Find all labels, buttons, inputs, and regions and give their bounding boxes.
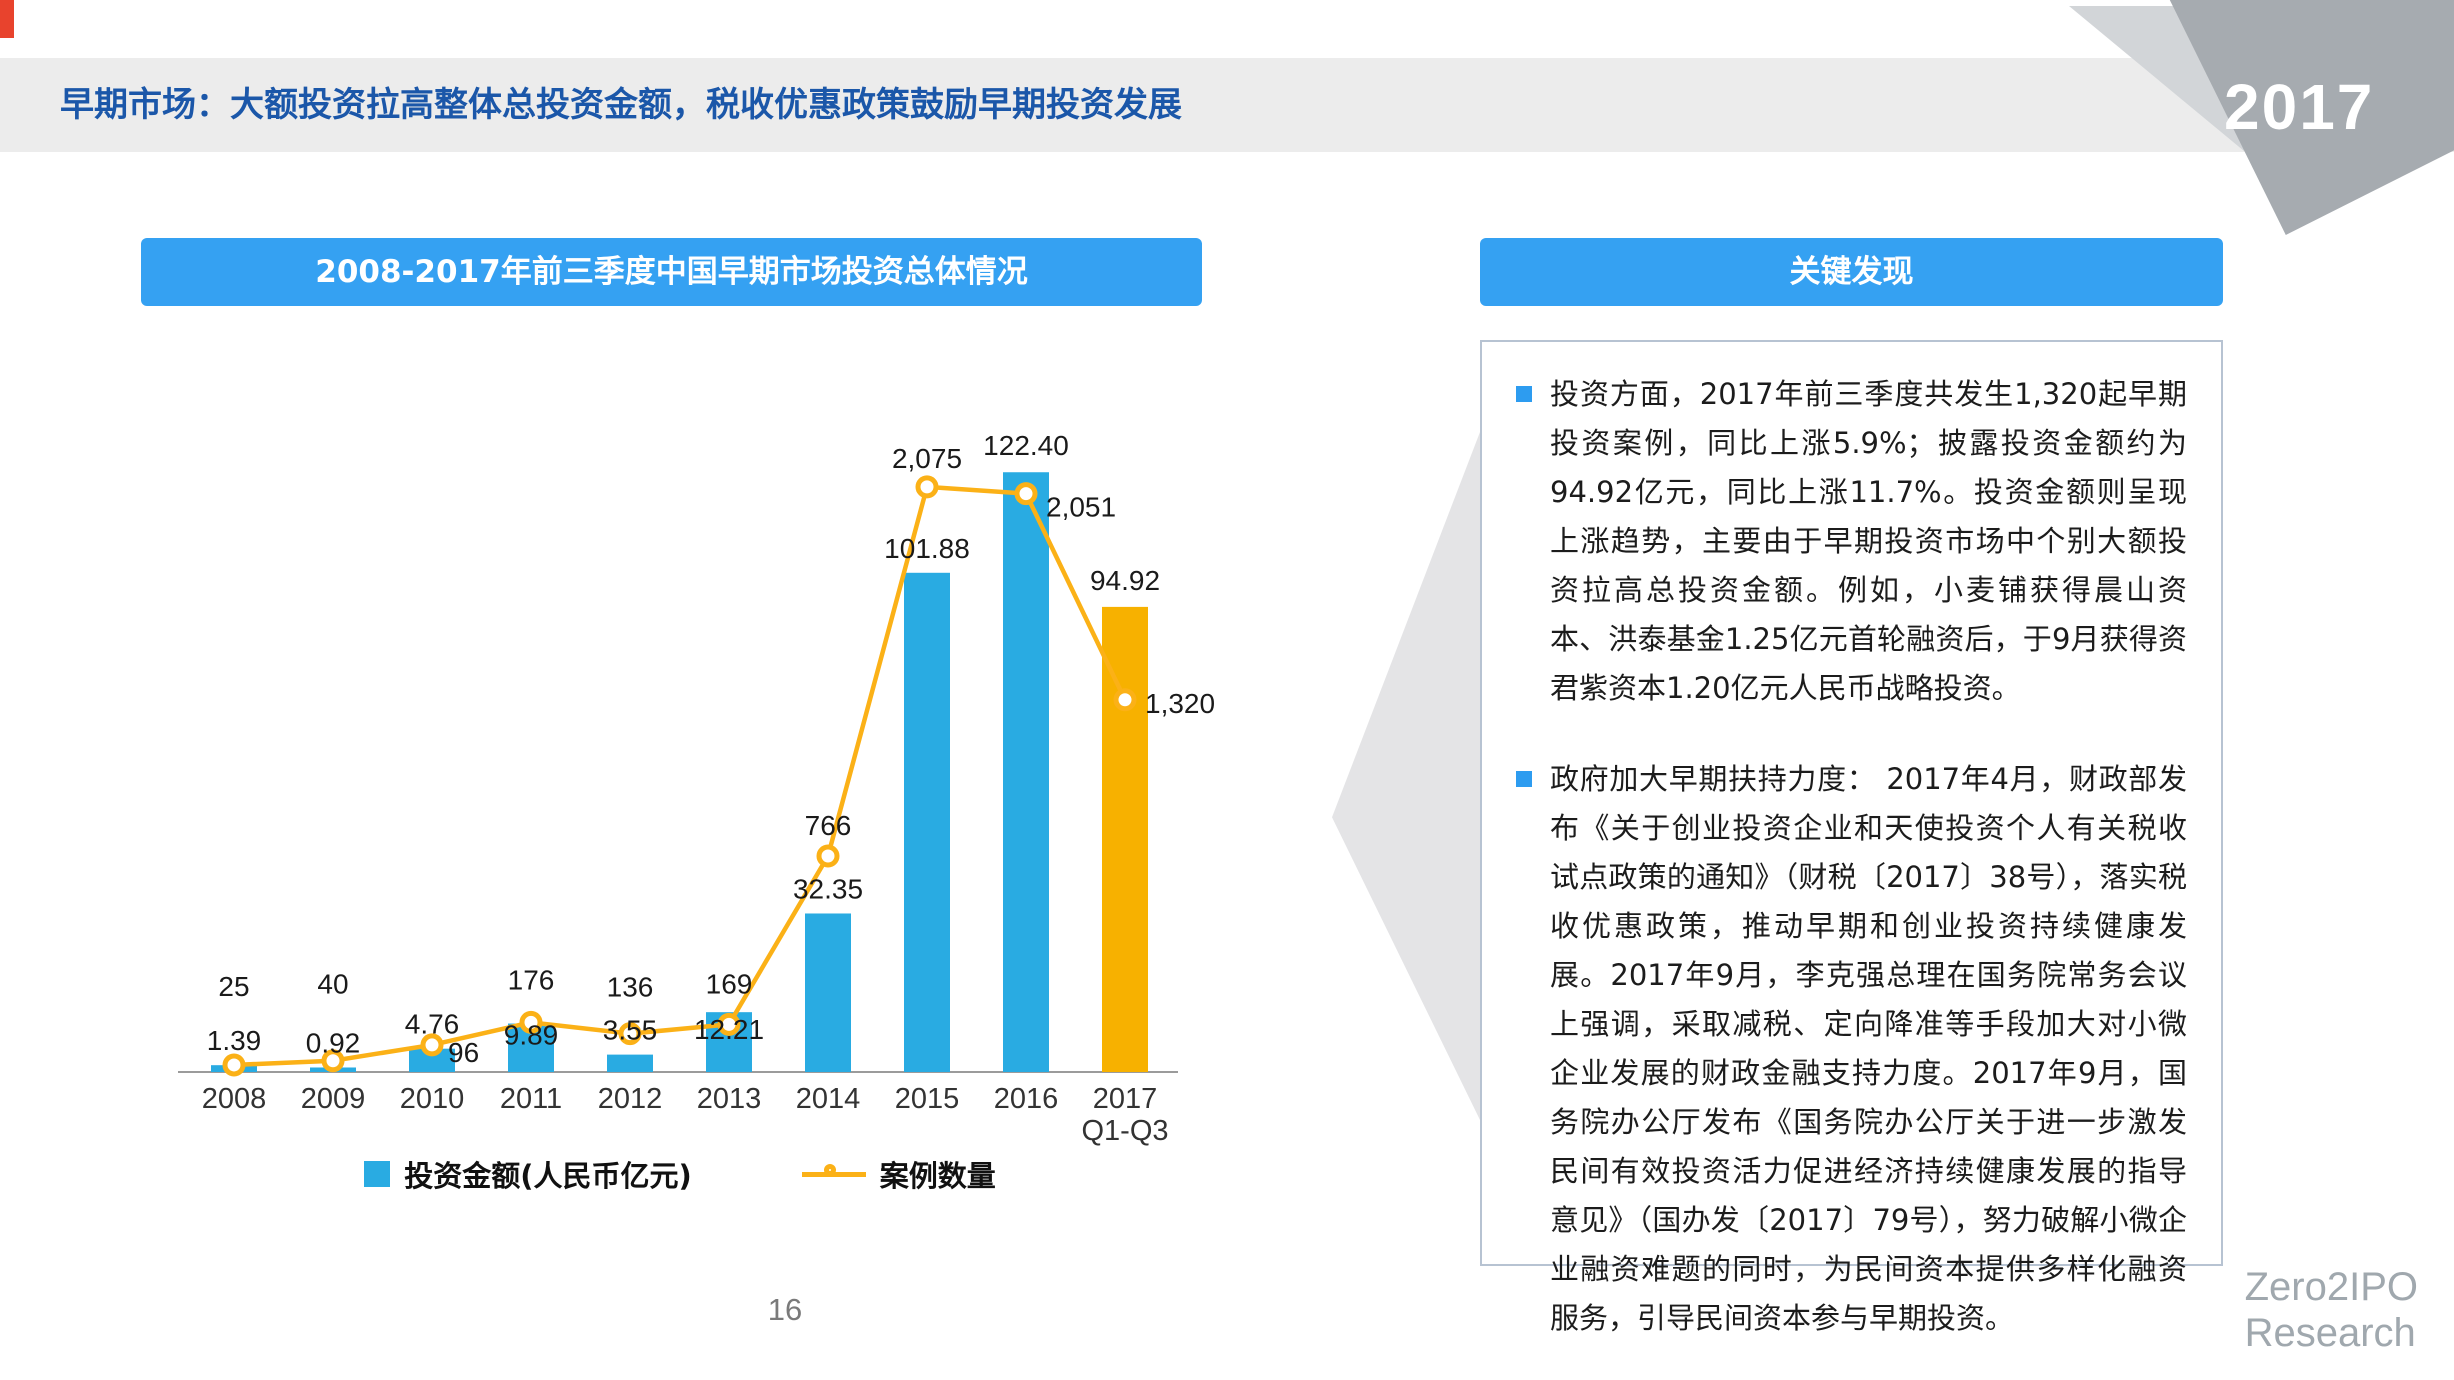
bar-value-label: 32.35 bbox=[793, 873, 863, 904]
case-value-label: 40 bbox=[317, 969, 348, 1000]
case-value-label: 136 bbox=[607, 972, 654, 1003]
zero2ipo-logo: Zero2IPO Research bbox=[2245, 1264, 2418, 1356]
line-marker-icon bbox=[823, 1163, 836, 1176]
logo-line-1: Zero2IPO bbox=[2244, 1265, 2418, 1309]
case-marker-icon bbox=[519, 1010, 543, 1034]
legend-label: 投资金额(人民币亿元) bbox=[404, 1159, 692, 1193]
findings-title-bar: 关键发现 bbox=[1480, 238, 2223, 306]
decorative-arrow-icon bbox=[1332, 432, 1480, 1120]
case-value-label: 766 bbox=[805, 810, 852, 841]
bar-value-label: 101.88 bbox=[884, 533, 970, 564]
bar-value-label: 94.92 bbox=[1090, 565, 1160, 596]
bar-value-label: 9.89 bbox=[504, 1020, 559, 1051]
bar-value-label: 4.76 bbox=[405, 1009, 460, 1040]
case-value-label: 1,320 bbox=[1145, 688, 1215, 719]
chart-legend: 投资金额(人民币亿元) 案例数量 bbox=[120, 1152, 1240, 1196]
key-findings-box: 投资方面，2017年前三季度共发生1,320起早期投资案例，同比上涨5.9%；披… bbox=[1480, 340, 2223, 1335]
case-marker-icon bbox=[420, 1033, 444, 1057]
finding-item: 投资方面，2017年前三季度共发生1,320起早期投资案例，同比上涨5.9%；披… bbox=[1516, 370, 2187, 713]
finding-text: 政府加大早期扶持力度： 2017年4月，财政部发布《关于创业投资企业和天使投资个… bbox=[1550, 762, 2187, 1335]
bar-value-label: 122.40 bbox=[983, 430, 1069, 461]
bullet-square-icon bbox=[1516, 386, 1532, 402]
case-count-line bbox=[233, 484, 1128, 1068]
x-axis-label: 2012 bbox=[598, 1083, 663, 1115]
investment-combo-chart: 1.39 0.92 4.76 9.89 3.55 12.21 32.35 101.88 122.… bbox=[178, 430, 1215, 1147]
x-axis-label: 2010 bbox=[400, 1083, 465, 1115]
legend-item-investment-amount: 投资金额(人民币亿元) bbox=[364, 1153, 692, 1195]
header-bar: 早期市场：大额投资拉高整体总投资金额，税收优惠政策鼓励早期投资发展 bbox=[0, 58, 2454, 152]
legend-item-case-count: 案例数量 bbox=[801, 1153, 996, 1195]
case-value-label: 2,051 bbox=[1046, 492, 1116, 523]
page-title: 早期市场：大额投资拉高整体总投资金额，税收优惠政策鼓励早期投资发展 bbox=[60, 85, 1182, 125]
bullet-square-icon bbox=[1516, 771, 1532, 787]
bar-value-label: 3.55 bbox=[603, 1015, 658, 1046]
case-value-label: 96 bbox=[448, 1037, 479, 1068]
legend-label: 案例数量 bbox=[879, 1159, 996, 1193]
x-axis-label: 2013 bbox=[697, 1083, 762, 1115]
bar-2012 bbox=[607, 1054, 653, 1072]
x-axis-label: 2014 bbox=[796, 1083, 861, 1115]
bar-2010 bbox=[409, 1048, 455, 1072]
page-number: 16 bbox=[767, 1292, 803, 1327]
x-axis-label: 2017 bbox=[1093, 1083, 1158, 1115]
bar-value-label: 12.21 bbox=[694, 1014, 764, 1045]
bar-swatch-icon bbox=[364, 1161, 391, 1187]
bar-2016 bbox=[1003, 472, 1049, 1072]
bar-2017 bbox=[1102, 606, 1148, 1072]
x-axis-label: 2016 bbox=[994, 1083, 1059, 1115]
bar-2015 bbox=[904, 572, 950, 1072]
case-marker-icon bbox=[816, 844, 840, 868]
x-axis-label: 2008 bbox=[202, 1083, 267, 1115]
year-label: 2017 bbox=[2224, 71, 2375, 143]
case-value-label: 25 bbox=[218, 971, 249, 1002]
case-marker-icon bbox=[1113, 688, 1137, 712]
case-value-label: 169 bbox=[706, 968, 753, 999]
bar-value-label: 0.92 bbox=[306, 1027, 361, 1058]
case-marker-icon bbox=[222, 1053, 246, 1077]
x-axis-label: 2011 bbox=[500, 1083, 562, 1115]
corner-red-mark bbox=[0, 0, 14, 38]
case-value-label: 2,075 bbox=[892, 443, 962, 474]
x-axis-label: 2009 bbox=[301, 1083, 366, 1115]
bar-2014 bbox=[805, 913, 851, 1072]
case-marker-icon bbox=[717, 1012, 741, 1036]
x-axis-label: 2015 bbox=[895, 1083, 960, 1115]
finding-text: 投资方面，2017年前三季度共发生1,320起早期投资案例，同比上涨5.9%；披… bbox=[1550, 377, 2187, 705]
line-swatch-icon bbox=[801, 1163, 866, 1177]
case-marker-icon bbox=[915, 475, 939, 499]
case-marker-icon bbox=[1014, 482, 1038, 506]
year-banner: 2017 bbox=[2054, 0, 2454, 235]
case-value-label: 176 bbox=[508, 964, 555, 995]
bar-value-label: 1.39 bbox=[207, 1025, 262, 1056]
chart-title-bar: 2008-2017年前三季度中国早期市场投资总体情况 bbox=[141, 238, 1202, 306]
logo-line-2: Research bbox=[2244, 1311, 2416, 1355]
case-marker-icon bbox=[618, 1022, 642, 1046]
case-marker-icon bbox=[321, 1049, 345, 1073]
x-axis-label: Q1-Q3 bbox=[1081, 1115, 1168, 1147]
finding-item: 政府加大早期扶持力度： 2017年4月，财政部发布《关于创业投资企业和天使投资个… bbox=[1516, 755, 2187, 1343]
